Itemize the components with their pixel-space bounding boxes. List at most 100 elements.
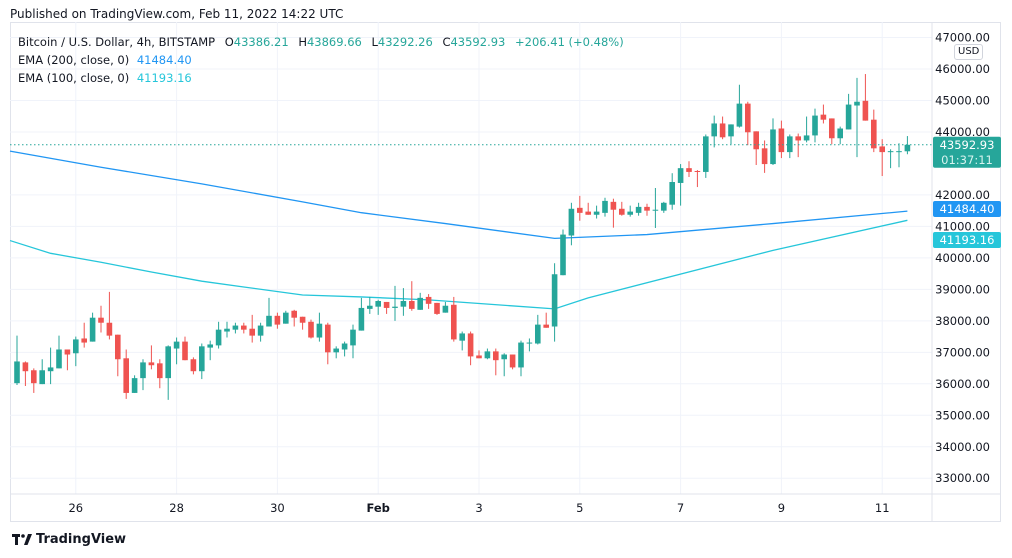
candle-up	[283, 310, 289, 324]
y-tick-label: 38000.00	[935, 314, 990, 328]
tradingview-logo[interactable]: TradingView	[12, 532, 126, 547]
candle-down	[31, 368, 37, 393]
candle-up	[568, 202, 575, 246]
candle-down	[871, 109, 877, 153]
ema200-line	[9, 150, 908, 240]
candle-body	[182, 341, 188, 361]
candle-down	[241, 322, 247, 334]
candle-body	[669, 182, 675, 205]
candle-body	[409, 301, 415, 309]
candle-up	[131, 375, 138, 393]
candle-body	[845, 104, 852, 130]
ema100-value: 41193.16	[136, 71, 192, 85]
candle-up	[627, 205, 633, 217]
legend-ema200-row[interactable]: EMA (200, close, 0) 41484.40	[18, 51, 624, 69]
candle-body	[115, 334, 121, 360]
close-value: 43592.93	[450, 35, 506, 49]
candle-body	[719, 123, 726, 138]
candle-body	[173, 341, 180, 349]
candle-down	[476, 350, 482, 359]
candle-body	[31, 370, 37, 384]
candle-up	[442, 301, 449, 313]
candle-body	[274, 315, 281, 325]
candle-up	[47, 347, 54, 385]
candle-body	[778, 128, 785, 153]
candle-body	[299, 316, 306, 323]
candle-down	[761, 140, 768, 173]
legend-ohlc-row: Bitcoin / U.S. Dollar, 4h, BITSTAMP O433…	[18, 33, 624, 51]
candle-body	[316, 323, 323, 338]
last-price-tag-text: 01:37:11	[941, 153, 993, 167]
candle-down	[249, 314, 255, 343]
x-tick-label: 3	[475, 501, 482, 515]
footer-brand: TradingView	[36, 532, 127, 547]
ema100-line	[9, 219, 908, 310]
candle-down	[64, 349, 71, 371]
candle-body	[585, 211, 591, 215]
candle-body	[451, 304, 457, 340]
candle-body	[879, 146, 885, 153]
candle-body	[89, 317, 96, 342]
candle-up	[316, 312, 323, 342]
candle-body	[131, 378, 138, 393]
candle-body	[787, 136, 793, 153]
candle-body	[745, 103, 751, 133]
candle-body	[887, 151, 894, 153]
candle-body	[148, 362, 155, 366]
candle-down	[509, 354, 516, 370]
ema200-price-tag: 41484.40	[933, 201, 1001, 217]
y-tick-label: 36000.00	[935, 377, 990, 391]
candle-body	[64, 349, 71, 355]
candle-body	[459, 333, 465, 341]
candle-body	[47, 367, 54, 372]
candle-body	[190, 359, 197, 372]
candle-down	[862, 74, 869, 121]
candle-down	[434, 302, 440, 315]
candle-body	[106, 322, 113, 336]
candle-body	[215, 329, 222, 346]
candle-down	[745, 101, 751, 146]
candle-body	[417, 297, 423, 310]
candle-up	[728, 124, 734, 145]
candle-up	[845, 93, 852, 130]
legend-ema100-row[interactable]: EMA (100, close, 0) 41193.16	[18, 69, 624, 87]
x-tick-label: 7	[677, 501, 684, 515]
candle-body	[400, 301, 407, 307]
currency-button[interactable]: USD	[954, 44, 984, 60]
change-value: +206.41 (+0.48%)	[515, 35, 624, 49]
y-tick-label: 44000.00	[935, 125, 990, 139]
candle-body	[434, 302, 440, 314]
candle-up	[535, 314, 541, 345]
candle-body	[862, 100, 869, 121]
candle-up	[677, 164, 684, 206]
candle-down	[182, 336, 188, 361]
y-tick-label: 40000.00	[935, 251, 990, 265]
candle-up	[602, 197, 608, 217]
y-tick-label: 34000.00	[935, 440, 990, 454]
candle-body	[677, 168, 684, 183]
tradingview-logo-icon	[12, 533, 32, 545]
y-tick-label: 33000.00	[935, 471, 990, 485]
candle-body	[350, 329, 356, 346]
ema100-price-tag: 41193.16	[933, 232, 1001, 248]
candle-body	[291, 310, 297, 318]
candle-body	[694, 170, 701, 172]
candle-up	[551, 263, 558, 342]
candle-body	[686, 168, 692, 172]
candle-body	[661, 202, 667, 211]
candle-down	[694, 170, 701, 188]
candle-down	[467, 331, 474, 366]
candle-down	[577, 195, 583, 221]
candle-body	[703, 136, 709, 172]
candle-up	[703, 134, 709, 178]
x-tick-label: 30	[270, 501, 285, 515]
ema200-price-tag-text: 41484.40	[940, 202, 995, 216]
candle-body	[728, 124, 734, 137]
candle-up	[375, 299, 381, 315]
candle-body	[249, 328, 255, 336]
candle-body	[803, 135, 810, 141]
candle-up	[207, 340, 213, 361]
ema-lines	[9, 150, 908, 310]
candle-up	[812, 108, 818, 143]
